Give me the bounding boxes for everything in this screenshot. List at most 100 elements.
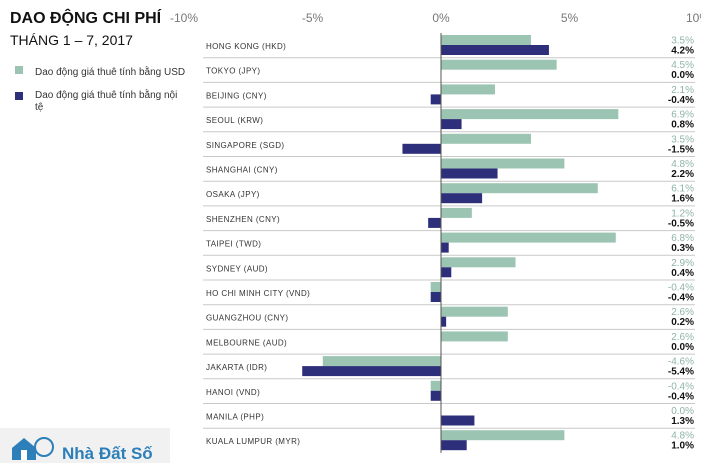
category-label: GUANGZHOU (CNY) — [206, 314, 288, 323]
value-label-usd: 6.1% — [671, 184, 694, 195]
value-label-local: 1.6% — [671, 194, 694, 205]
x-tick-label: 0% — [432, 11, 450, 25]
category-labels: HONG KONG (HKD) TOKYO (JPY) BEIJING (CNY) S… — [206, 42, 310, 446]
value-label-usd: -0.4% — [668, 283, 694, 294]
bar-usd — [441, 232, 616, 243]
value-label-local: -0.4% — [668, 391, 694, 402]
x-tick-label: -10% — [170, 11, 198, 25]
value-label-usd: 6.8% — [671, 233, 694, 244]
value-label-local: 1.3% — [671, 416, 694, 427]
value-label-local: -0.5% — [668, 218, 694, 229]
value-label-usd: 2.6% — [671, 332, 694, 343]
x-tick-label: 10% — [686, 11, 701, 25]
category-label: MANILA (PHP) — [206, 413, 264, 422]
bar-local — [441, 242, 449, 253]
category-label: MELBOURNE (AUD) — [206, 338, 287, 347]
chart-header: DAO ĐỘNG CHI PHÍ THÁNG 1 – 7, 2017 — [10, 8, 162, 48]
bar-usd — [441, 35, 531, 45]
value-label-usd: 4.5% — [671, 60, 694, 71]
legend-swatch-local — [15, 92, 23, 100]
category-label: BEIJING (CNY) — [206, 91, 267, 100]
bar-local — [430, 292, 441, 302]
bar-usd — [441, 133, 531, 144]
bar-usd — [441, 331, 508, 342]
value-label-local: 1.0% — [671, 441, 694, 452]
category-label: SINGAPORE (SGD) — [206, 141, 284, 150]
cloud-icon — [34, 437, 54, 457]
value-labels: 3.5%4.2%4.5%0.0%2.1%-0.4%6.9%0.8%3.5%-1.… — [668, 36, 694, 452]
bar-usd — [441, 207, 472, 218]
bar-local — [441, 316, 447, 327]
category-label: KUALA LUMPUR (MYR) — [206, 437, 300, 446]
x-tick-label: -5% — [302, 11, 324, 25]
chart-title: DAO ĐỘNG CHI PHÍ — [10, 8, 162, 27]
legend-label-usd: Dao động giá thuê tính bằng USD — [35, 65, 185, 78]
bar-local — [441, 267, 452, 278]
house-door-icon — [21, 450, 27, 460]
bar-usd — [441, 109, 619, 120]
bar-local — [430, 94, 441, 105]
value-label-local: -5.4% — [668, 367, 694, 378]
value-label-local: 0.4% — [671, 268, 694, 279]
bar-local — [441, 168, 498, 179]
category-label: JAKARTA (IDR) — [206, 363, 267, 372]
category-label: HANOI (VND) — [206, 388, 260, 397]
value-label-usd: 2.1% — [671, 85, 694, 96]
value-label-local: 0.0% — [671, 70, 694, 81]
bar-local — [441, 415, 475, 426]
nha-dat-so-logo: Nhà Đất Số — [0, 428, 170, 463]
row-dividers — [203, 57, 695, 429]
bar-usd — [430, 380, 441, 391]
category-label: HONG KONG (HKD) — [206, 42, 286, 51]
category-label: TAIPEI (TWD) — [206, 240, 261, 249]
category-label: SYDNEY (AUD) — [206, 264, 268, 273]
bar-local — [430, 390, 441, 401]
bar-usd — [441, 257, 516, 268]
x-axis-ticks: -10%-5%0%5%10%15% — [170, 11, 701, 25]
value-label-local: 2.2% — [671, 169, 694, 180]
chart-subtitle: THÁNG 1 – 7, 2017 — [10, 32, 133, 48]
bar-local — [428, 217, 441, 228]
legend-swatch-usd — [15, 66, 23, 74]
value-label-usd: 3.5% — [671, 134, 694, 145]
category-label: SEOUL (KRW) — [206, 116, 263, 125]
category-label: OSAKA (JPY) — [206, 190, 260, 199]
value-label-usd: 1.2% — [671, 208, 694, 219]
x-tick-label: 5% — [561, 11, 579, 25]
value-label-usd: 6.9% — [671, 110, 694, 121]
value-label-usd: 4.8% — [671, 159, 694, 170]
legend: Dao động giá thuê tính bằng USD Dao động… — [15, 65, 185, 113]
legend-label-local: Dao động giá thuê tính bằng nội tệ — [35, 88, 177, 113]
bar-local — [441, 440, 467, 451]
value-label-local: -1.5% — [668, 144, 694, 155]
value-label-local: 0.0% — [671, 342, 694, 353]
value-label-local: -0.4% — [668, 293, 694, 304]
category-label: SHENZHEN (CNY) — [206, 215, 280, 224]
value-label-local: 0.8% — [671, 120, 694, 131]
value-label-usd: 0.0% — [671, 406, 694, 417]
value-label-usd: 3.5% — [671, 36, 694, 47]
bars — [302, 35, 619, 451]
value-label-local: 0.2% — [671, 317, 694, 328]
value-label-local: 0.3% — [671, 243, 694, 254]
value-label-usd: 2.6% — [671, 307, 694, 318]
bar-usd — [322, 356, 441, 367]
house-icon — [12, 438, 36, 460]
value-label-usd: 2.9% — [671, 258, 694, 269]
value-label-usd: -4.6% — [668, 357, 694, 368]
bar-local — [441, 193, 483, 204]
bar-usd — [441, 183, 598, 194]
bar-local — [441, 119, 462, 130]
bar-usd — [441, 84, 495, 95]
category-label: HO CHI MINH CITY (VND) — [206, 289, 310, 298]
bar-local — [402, 143, 441, 154]
category-label: TOKYO (JPY) — [206, 67, 260, 76]
value-label-local: 4.2% — [671, 46, 694, 57]
bar-usd — [441, 306, 508, 317]
category-label: SHANGHAI (CNY) — [206, 166, 278, 175]
value-label-usd: -0.4% — [668, 381, 694, 392]
bar-local — [302, 366, 441, 377]
bar-usd — [441, 158, 565, 169]
